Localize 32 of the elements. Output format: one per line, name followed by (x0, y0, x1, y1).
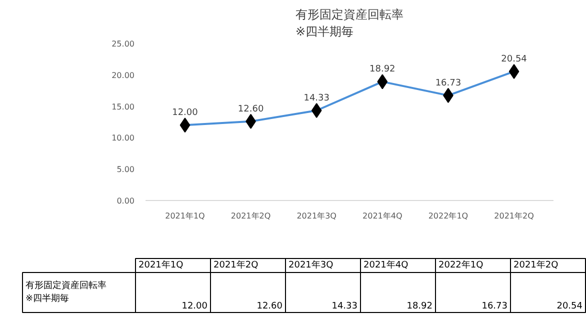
category-label: 2021年4Q (364, 260, 408, 270)
data-label: 14.33 (304, 94, 330, 104)
data-label: 16.73 (435, 78, 462, 88)
category-label: 2021年2Q (214, 260, 258, 270)
chart-title: 有形固定資産回転率 ※四半期毎 (296, 8, 404, 38)
text: 14.33 (332, 302, 358, 312)
y-tick-label: 25.00 (112, 40, 135, 48)
category-label: 2021年2Q (514, 260, 558, 270)
x-tick-label: 2022年1Q (428, 212, 468, 220)
y-tick-label: 15.00 (112, 102, 135, 112)
data-label: 12.00 (172, 108, 198, 118)
y-tick-label: 20.00 (112, 70, 135, 80)
text: 12.00 (182, 302, 208, 312)
x-tick-label: 2021年3Q (296, 212, 336, 220)
x-tick-label: 2021年2Q (494, 212, 534, 220)
text: 有形固定資産回転率 ※四半期毎 (26, 280, 106, 304)
text: 16.73 (482, 302, 508, 312)
text: 18.92 (406, 302, 432, 312)
category-label: 2021年3Q (288, 260, 334, 270)
category-label: 2021年1Q (138, 260, 184, 270)
y-tick-label: 10.00 (112, 134, 135, 143)
x-tick-label: 2021年4Q (362, 212, 402, 220)
y-tick-label: 0.00 (116, 196, 134, 206)
data-label: 20.54 (501, 54, 528, 65)
text: 12.60 (256, 302, 282, 312)
text: 20.54 (556, 302, 582, 312)
x-tick-label: 2021年1Q (165, 212, 205, 220)
x-tick-label: 2021年2Q (230, 212, 271, 220)
data-label: 18.92 (370, 64, 396, 75)
y-tick-label: 5.00 (116, 165, 134, 174)
category-label: 2022年1Q (438, 260, 484, 270)
data-label: 12.60 (238, 104, 264, 114)
